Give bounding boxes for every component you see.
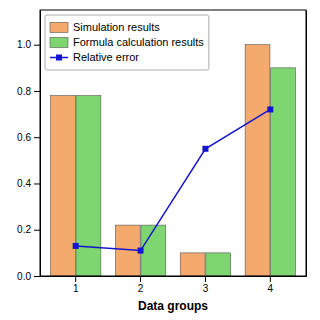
legend-swatch: [50, 23, 68, 33]
y-tick: 0.0: [17, 271, 40, 282]
tick-label: 0.4: [17, 178, 31, 189]
bar: [206, 253, 231, 276]
y-tick: 1.0: [17, 39, 40, 50]
tick-label: 3: [203, 283, 209, 294]
tick-label: 0.8: [17, 86, 31, 97]
x-axis: 1 2 3 4: [41, 276, 307, 294]
tick-mark: [34, 137, 40, 138]
plot-frame: [40, 10, 306, 276]
x-tick: 2: [138, 276, 144, 294]
y-tick: 0.6: [17, 132, 40, 143]
marks: [50, 45, 295, 276]
axis-line: [40, 11, 41, 277]
tick-label: 4: [268, 283, 274, 294]
y-tick: 0.8: [17, 86, 40, 97]
marker: [267, 106, 273, 112]
bar: [50, 96, 75, 276]
line: [76, 109, 271, 250]
axis-line: [41, 276, 307, 277]
bar: [245, 45, 270, 276]
legend-label: Simulation results: [73, 21, 160, 33]
x-tick: 1: [73, 276, 79, 294]
tick-mark: [34, 183, 40, 184]
y-axis: 0.0 0.2 0.4 0.6 0.8 1.0: [17, 11, 40, 282]
tick-label: 1: [73, 283, 79, 294]
tick-label: 0.6: [17, 132, 31, 143]
legend-swatch: [50, 38, 68, 48]
tick-mark: [205, 276, 206, 282]
x-tick: 3: [203, 276, 209, 294]
legend-box: [45, 15, 209, 70]
plot-root: 0.0 0.2 0.4 0.6 0.8 1.0 1 2 3 4 Data groups Simulat…: [17, 10, 306, 313]
bar: [271, 68, 296, 276]
bar: [180, 253, 205, 276]
tick-label: 2: [138, 283, 144, 294]
tick-label: 0.2: [17, 224, 31, 235]
x-tick: 4: [268, 276, 274, 294]
tick-mark: [270, 276, 271, 282]
tick-mark: [34, 230, 40, 231]
y-tick: 0.4: [17, 178, 40, 189]
axis-line: [306, 11, 307, 277]
tick-mark: [34, 45, 40, 46]
y-tick: 0.2: [17, 224, 40, 235]
marker: [73, 243, 79, 249]
tick-label: 1.0: [17, 39, 31, 50]
x-axis-title: Data groups: [138, 299, 208, 313]
marker: [202, 146, 208, 152]
tick-mark: [75, 276, 76, 282]
tick-label: 0.0: [17, 271, 31, 282]
tick-mark: [34, 91, 40, 92]
legend: Simulation results Formula calculation re…: [45, 15, 209, 70]
line-series: [73, 106, 274, 253]
y2-axis: [306, 11, 307, 277]
legend-swatch: [56, 55, 62, 61]
legend-label: Relative error: [73, 51, 139, 63]
bar-series: [76, 68, 295, 276]
tick-mark: [34, 276, 40, 277]
marker: [138, 248, 144, 254]
bar: [141, 225, 166, 276]
chart: 0.0 0.2 0.4 0.6 0.8 1.0 1 2 3 4 Data groups Simulat…: [0, 0, 320, 320]
tick-mark: [140, 276, 141, 282]
bar-series: [50, 45, 269, 276]
legend-label: Formula calculation results: [73, 36, 204, 48]
bar: [76, 96, 101, 276]
